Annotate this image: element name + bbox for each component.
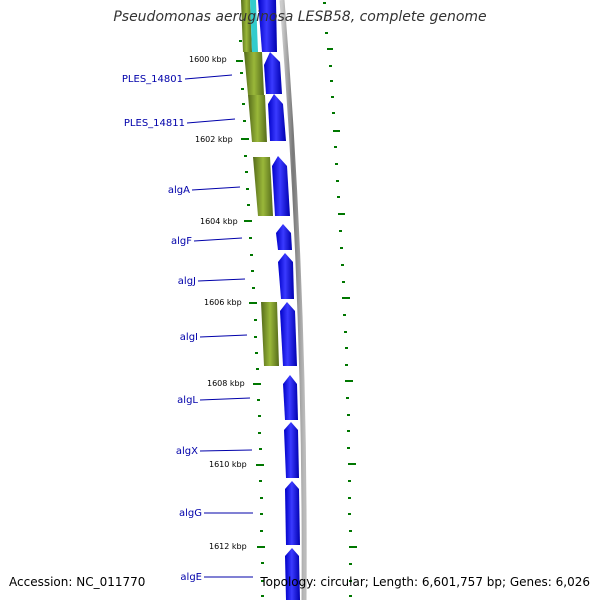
highlight-block[interactable] xyxy=(250,0,258,52)
cds-arrow[interactable] xyxy=(276,224,292,250)
gene-label-alge[interactable]: algE xyxy=(180,572,202,583)
gene-labels: PLES_14801 PLES_14811 algA algF algJ alg… xyxy=(122,74,202,583)
cds-arrow[interactable] xyxy=(280,302,297,366)
gene-label-algi[interactable]: algI xyxy=(180,332,198,343)
cds-arrow[interactable] xyxy=(272,156,290,216)
cds-arrow[interactable] xyxy=(278,253,294,299)
cds-arrow[interactable] xyxy=(283,375,298,420)
cds-arrow[interactable] xyxy=(258,0,277,52)
orthologue-block[interactable] xyxy=(248,95,267,142)
genome-title: Pseudomonas aeruginosa LESB58, complete … xyxy=(113,9,487,25)
gene-label-algf[interactable]: algF xyxy=(171,236,192,247)
kbp-label: 1606 kbp xyxy=(204,298,242,307)
accession-text: Accession: NC_011770 xyxy=(9,575,146,589)
kbp-labels: 1600 kbp 1602 kbp 1604 kbp 1606 kbp 1608… xyxy=(189,55,247,551)
genome-backbone xyxy=(279,0,307,600)
gene-label-algl[interactable]: algL xyxy=(177,395,198,406)
gene-label-ples-14801[interactable]: PLES_14801 xyxy=(122,74,183,85)
cds-arrow[interactable] xyxy=(285,481,300,545)
orthologue-track xyxy=(241,0,279,366)
cds-track xyxy=(258,0,300,600)
gene-leader-lines xyxy=(184,74,253,578)
orthologue-block[interactable] xyxy=(244,52,264,95)
outer-tick-ring xyxy=(323,2,357,597)
gene-label-algx[interactable]: algX xyxy=(176,446,198,457)
inner-tick-ring xyxy=(236,40,265,597)
gene-label-alga[interactable]: algA xyxy=(168,185,190,196)
kbp-label: 1600 kbp xyxy=(189,55,227,64)
kbp-label: 1604 kbp xyxy=(200,217,238,226)
orthologue-block[interactable] xyxy=(241,0,252,52)
gene-label-ples-14811[interactable]: PLES_14811 xyxy=(124,118,185,129)
cds-arrow[interactable] xyxy=(284,422,299,478)
cds-arrow[interactable] xyxy=(285,548,300,600)
cds-arrow[interactable] xyxy=(268,94,286,141)
kbp-label: 1610 kbp xyxy=(209,460,247,469)
gene-label-algg[interactable]: algG xyxy=(179,508,202,519)
orthologue-block[interactable] xyxy=(261,302,279,366)
topology-text: Topology: circular; Length: 6,601,757 bp… xyxy=(260,575,590,589)
kbp-label: 1612 kbp xyxy=(209,542,247,551)
orthologue-block[interactable] xyxy=(253,157,273,216)
kbp-label: 1608 kbp xyxy=(207,379,245,388)
cds-arrow[interactable] xyxy=(264,52,282,94)
kbp-label: 1602 kbp xyxy=(195,135,233,144)
gene-label-algj[interactable]: algJ xyxy=(178,276,196,287)
